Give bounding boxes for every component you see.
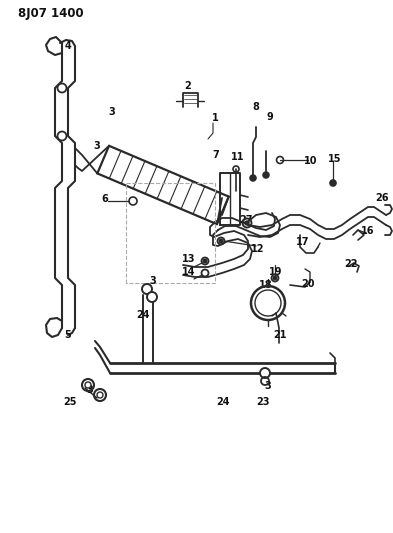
- Circle shape: [57, 132, 66, 141]
- Circle shape: [142, 284, 152, 294]
- Circle shape: [203, 259, 207, 263]
- Text: 16: 16: [361, 226, 375, 236]
- Text: 27: 27: [239, 215, 253, 225]
- Text: 17: 17: [296, 237, 310, 247]
- Circle shape: [57, 84, 66, 93]
- Text: 18: 18: [259, 280, 273, 290]
- Text: 11: 11: [231, 152, 245, 162]
- Circle shape: [97, 392, 103, 398]
- Text: 6: 6: [102, 194, 108, 204]
- Text: 3: 3: [108, 107, 116, 117]
- Text: 23: 23: [256, 397, 270, 407]
- Text: 3: 3: [264, 381, 272, 391]
- Text: 22: 22: [344, 259, 358, 269]
- Text: 26: 26: [375, 193, 389, 203]
- Text: 13: 13: [182, 254, 196, 264]
- Circle shape: [273, 276, 277, 280]
- Text: 15: 15: [328, 154, 342, 164]
- Text: 12: 12: [251, 244, 265, 254]
- Circle shape: [147, 292, 157, 302]
- Circle shape: [245, 221, 249, 225]
- Text: 4: 4: [64, 41, 72, 51]
- Text: 10: 10: [304, 156, 318, 166]
- Text: 25: 25: [63, 397, 77, 407]
- Text: 8: 8: [253, 102, 259, 112]
- Text: 1: 1: [211, 113, 219, 123]
- Text: 8J07 1400: 8J07 1400: [18, 6, 84, 20]
- Text: 24: 24: [216, 397, 230, 407]
- Text: 3: 3: [94, 141, 100, 151]
- Text: 14: 14: [182, 267, 196, 277]
- Circle shape: [330, 180, 336, 186]
- Circle shape: [260, 368, 270, 378]
- Text: 2: 2: [185, 81, 191, 91]
- Text: 3: 3: [150, 276, 156, 286]
- Text: 21: 21: [273, 330, 287, 340]
- Text: 20: 20: [301, 279, 315, 289]
- Circle shape: [219, 239, 223, 243]
- Text: 9: 9: [266, 112, 274, 122]
- Text: 19: 19: [269, 267, 283, 277]
- Text: 24: 24: [136, 310, 150, 320]
- Text: 5: 5: [64, 330, 72, 340]
- Circle shape: [263, 172, 269, 178]
- Text: 7: 7: [213, 150, 219, 160]
- Text: 3: 3: [86, 385, 94, 395]
- Circle shape: [85, 382, 91, 388]
- Circle shape: [250, 175, 256, 181]
